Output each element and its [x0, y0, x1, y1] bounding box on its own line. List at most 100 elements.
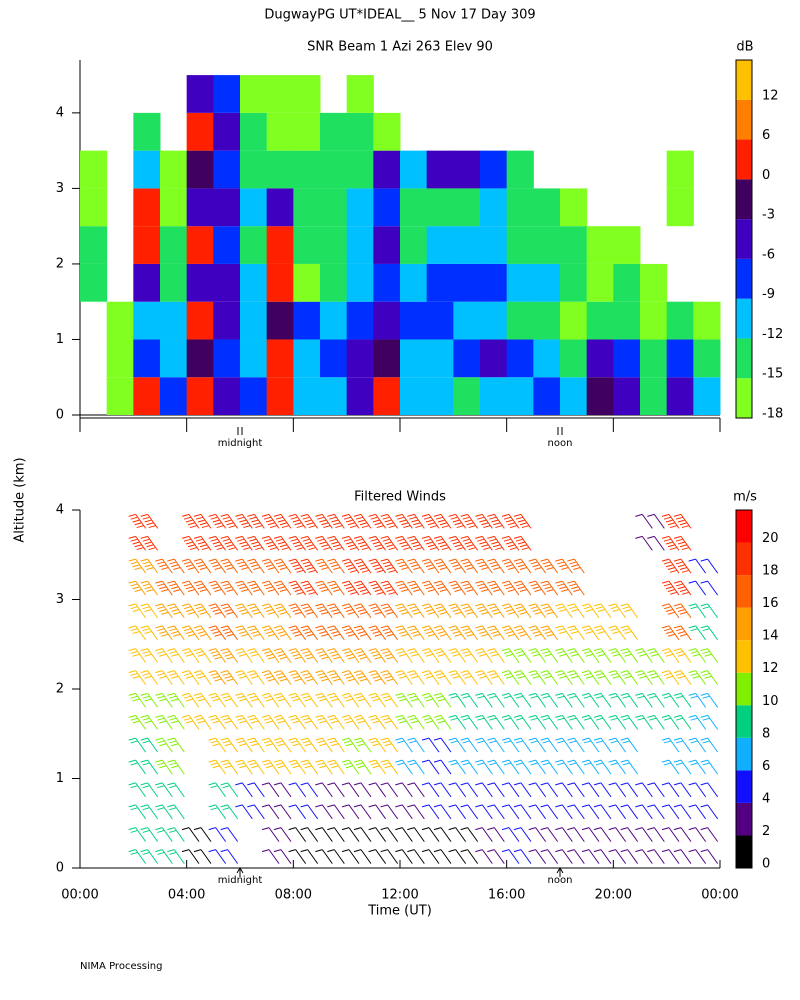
- barb-staff: [475, 558, 493, 574]
- barb-staff: [673, 759, 692, 775]
- heat-cell: [693, 301, 721, 340]
- wind-barb: [368, 737, 399, 775]
- barb-staff: [528, 625, 547, 641]
- heat-cell: [613, 226, 641, 264]
- barb-staff: [540, 849, 559, 864]
- barb-staff: [673, 670, 692, 685]
- heat-cell: [133, 226, 161, 264]
- colorbar-band: [736, 139, 752, 180]
- barb-staff: [475, 513, 493, 529]
- barb-staff: [380, 827, 399, 842]
- barb-staff: [288, 625, 307, 641]
- barb-staff: [327, 603, 345, 619]
- heat-cell: [400, 226, 428, 264]
- barb-staff: [353, 714, 372, 730]
- colorbar-band: [736, 607, 752, 641]
- barb-staff: [688, 782, 707, 798]
- barb-staff: [341, 648, 360, 663]
- barb-staff: [433, 759, 452, 775]
- barb-staff: [341, 849, 360, 864]
- barb-staff: [433, 535, 452, 551]
- barb-staff: [395, 737, 413, 753]
- barb-staff: [673, 513, 692, 529]
- barb-staff: [155, 759, 173, 775]
- heat-cell: [666, 188, 694, 227]
- colorbar-label: -6: [762, 247, 775, 262]
- barb-staff: [208, 603, 227, 619]
- heat-cell: [186, 112, 214, 151]
- heat-cell: [266, 150, 294, 189]
- barb-staff: [208, 648, 227, 663]
- barb-staff: [513, 625, 532, 641]
- colorbar-label: 4: [762, 791, 770, 806]
- barb-staff: [261, 804, 280, 820]
- heat-cell: [480, 377, 508, 415]
- barb-staff: [140, 558, 159, 574]
- barb-staff: [620, 692, 639, 708]
- barb-staff: [661, 625, 680, 641]
- barb-staff: [448, 849, 467, 864]
- barb-staff: [647, 804, 665, 820]
- colorbar-band: [736, 802, 752, 836]
- barb-staff: [341, 804, 360, 820]
- barb-staff: [673, 827, 692, 842]
- barb-staff: [460, 625, 479, 641]
- barb-staff: [688, 714, 707, 730]
- barb-staff: [395, 849, 413, 864]
- wind-barb: [688, 692, 719, 730]
- barb-staff: [193, 648, 212, 663]
- barb-staff: [407, 827, 425, 842]
- heat-cell: [400, 263, 428, 302]
- barb-staff: [140, 513, 159, 529]
- heat-cell: [666, 339, 694, 378]
- barb-staff: [501, 692, 520, 708]
- barb-staff: [327, 782, 345, 798]
- barb-staff: [128, 603, 147, 619]
- local-time-marker: [557, 427, 563, 435]
- barb-staff: [421, 580, 440, 596]
- barb-staff: [247, 513, 265, 529]
- colorbar-label: -18: [762, 407, 783, 422]
- heat-cell: [453, 377, 481, 415]
- barb-staff: [475, 804, 493, 820]
- heat-cell: [346, 112, 374, 151]
- heat-cell: [400, 377, 428, 415]
- wind-barb: [315, 782, 345, 820]
- barb-staff: [247, 782, 265, 798]
- barb-staff: [647, 714, 665, 730]
- heat-cell: [666, 377, 694, 415]
- barb-staff: [513, 804, 532, 820]
- barb-staff: [128, 670, 147, 685]
- barb-staff: [475, 759, 493, 775]
- heat-cell: [213, 377, 241, 415]
- barb-staff: [581, 737, 600, 753]
- barb-staff: [540, 670, 559, 685]
- barb-staff: [327, 759, 345, 775]
- barb-staff: [341, 513, 360, 529]
- barb-staff: [368, 737, 387, 753]
- wind-barb: [661, 558, 692, 596]
- barb-staff: [140, 759, 159, 775]
- barb-staff: [501, 535, 520, 551]
- wind-barb: [395, 513, 425, 551]
- barb-staff: [487, 580, 505, 596]
- barb-staff: [433, 648, 452, 663]
- barb-staff: [380, 513, 399, 529]
- heat-cell: [613, 263, 641, 302]
- barb-staff: [167, 670, 185, 685]
- heat-cell: [453, 339, 481, 378]
- barb-staff: [661, 827, 680, 842]
- barb-staff: [341, 580, 360, 596]
- wind-barb: [555, 827, 585, 864]
- barb-staff: [341, 714, 360, 730]
- barb-staff: [247, 759, 265, 775]
- barb-staff: [460, 580, 479, 596]
- heat-cell: [453, 263, 481, 302]
- barb-staff: [181, 827, 200, 842]
- heat-cell: [533, 301, 561, 340]
- wind-barb: [181, 692, 212, 730]
- barb-staff: [128, 513, 147, 529]
- barb-staff: [341, 603, 360, 619]
- wind-barb: [395, 827, 425, 864]
